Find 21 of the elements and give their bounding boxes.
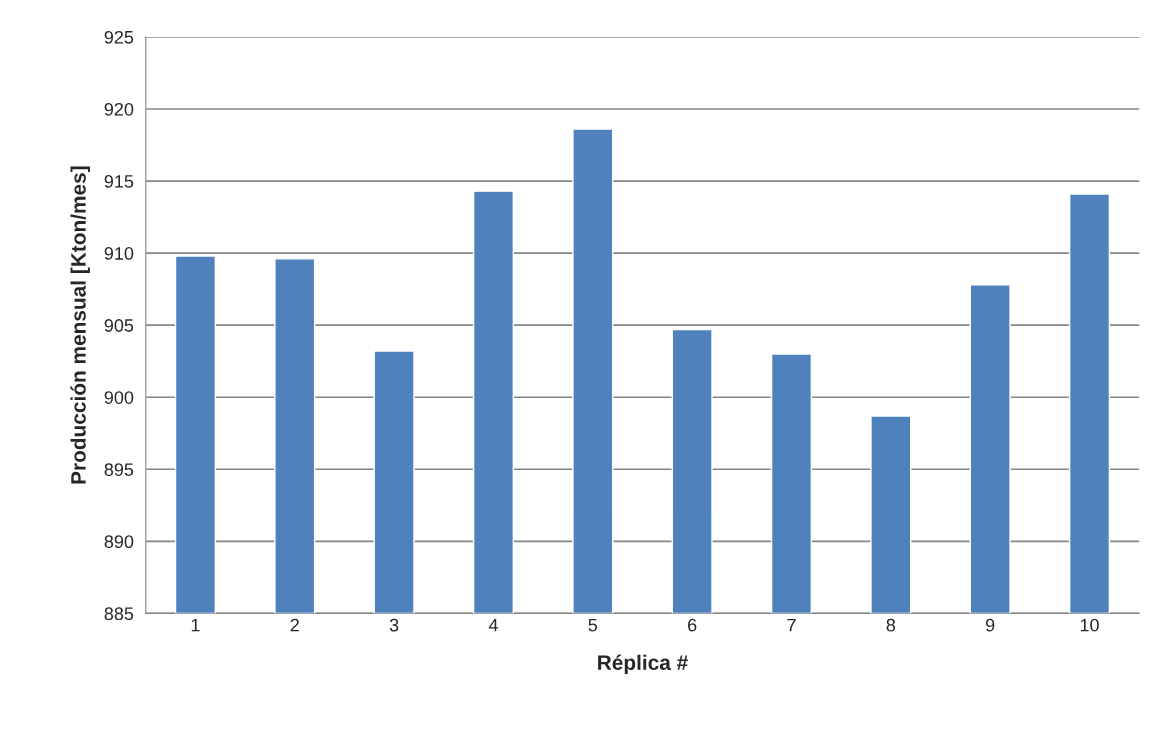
- x-tick-label: 4: [488, 618, 498, 632]
- x-tick-label: 10: [1080, 618, 1099, 632]
- y-axis-title: Producción mensual [Kton/mes]: [70, 166, 90, 484]
- y-tick-label: 925: [104, 30, 134, 44]
- x-tick-label: 7: [787, 618, 796, 632]
- y-tick-label: 910: [104, 247, 134, 260]
- y-tick-label: 900: [104, 391, 134, 404]
- x-tick-label: 9: [985, 618, 995, 632]
- y-tick-label: 920: [104, 102, 134, 116]
- y-tick-label: 890: [104, 535, 134, 549]
- y-tick-label: 905: [104, 319, 134, 332]
- x-tick-label: 6: [688, 618, 697, 632]
- y-tick-label: 895: [104, 463, 134, 476]
- x-axis-title: Réplica #: [598, 654, 688, 675]
- x-tick-label: 5: [588, 618, 598, 632]
- x-tick-label: 3: [389, 618, 399, 632]
- x-tick-label: 1: [191, 618, 200, 632]
- y-tick-label: 885: [104, 607, 134, 621]
- x-tick-label: 8: [886, 618, 896, 632]
- y-tick-label: 915: [104, 174, 134, 188]
- x-tick-label: 2: [290, 618, 299, 632]
